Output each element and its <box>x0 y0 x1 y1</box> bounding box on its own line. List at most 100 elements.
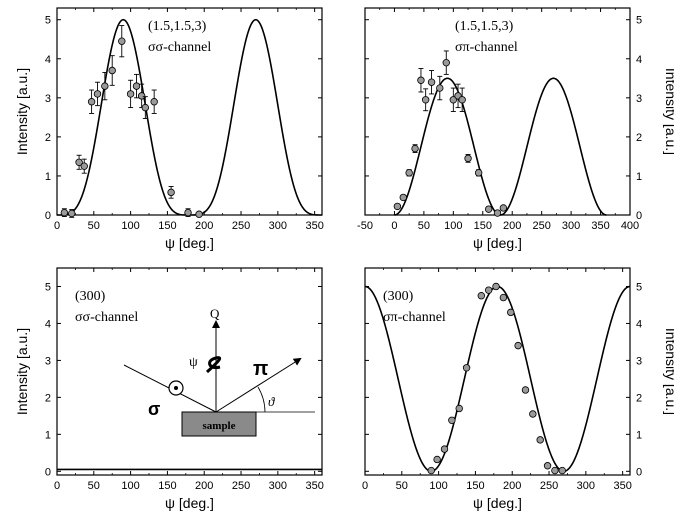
data-point <box>493 209 502 217</box>
plot-frame <box>56 267 323 476</box>
y-tick-label: 1 <box>45 171 51 183</box>
x-axis-label: ψ [deg.] <box>165 495 214 511</box>
y-tick-label: 5 <box>45 281 51 293</box>
x-tick-label: 300 <box>269 220 287 232</box>
y-tick-label: 5 <box>636 15 642 27</box>
y-tick-label: 0 <box>636 466 642 478</box>
scattering-geometry-inset: sample Q ϑ σ ψ π <box>123 306 315 437</box>
data-point <box>93 90 102 98</box>
data-point <box>514 341 522 350</box>
data-point <box>184 208 192 217</box>
data-point <box>132 82 141 90</box>
data-point <box>405 169 413 177</box>
y-tick-label: 2 <box>45 132 51 144</box>
data-point <box>126 90 135 98</box>
y-tick-label: 1 <box>636 171 642 183</box>
data-point <box>436 84 444 92</box>
data-point <box>484 286 493 294</box>
data-point <box>427 78 436 86</box>
x-tick-label: 200 <box>195 480 213 492</box>
x-tick-label: 50 <box>418 220 430 232</box>
data-point <box>137 92 146 100</box>
data-point <box>118 37 126 45</box>
x-tick-label: 250 <box>232 480 250 492</box>
bottom-right-channel-label: σπ-channel <box>383 310 446 325</box>
bottom-left-reflection-label: (300) <box>75 289 106 304</box>
y-tick-label: 5 <box>636 281 642 293</box>
data-point <box>462 364 471 372</box>
x-tick-label: 250 <box>532 220 550 232</box>
x-tick-label: 250 <box>232 220 250 232</box>
theta-arc <box>257 386 266 413</box>
top-left-reflection-label: (1.5,1.5,3) <box>148 19 207 34</box>
x-tick-label: 150 <box>474 220 492 232</box>
top-left-channel-label: σσ-channel <box>148 40 211 55</box>
data-point <box>433 455 441 464</box>
y-tick-label: 3 <box>45 355 51 367</box>
data-point <box>421 96 430 104</box>
data-point <box>458 96 466 104</box>
psi-rotation-label: ψ <box>189 355 198 370</box>
panel-top-left: 0 50 100 150 200 250 300 350 0 1 2 3 4 5 ψ [deg.] Inten… <box>14 7 324 251</box>
x-axis-label: ψ [deg.] <box>165 235 214 251</box>
data-point <box>499 293 508 302</box>
data-point <box>558 466 566 475</box>
x-tick-label: 150 <box>466 480 484 492</box>
data-point <box>474 169 483 177</box>
y-tick-label: 2 <box>636 132 642 144</box>
y-axis-label: Intensity [a.u.] <box>14 68 30 155</box>
data-point <box>60 208 69 217</box>
data-point <box>521 386 530 394</box>
y-tick-label: 4 <box>45 318 51 330</box>
y-axis-label: Intensity [a.u.] <box>14 328 30 415</box>
x-tick-label: 50 <box>396 480 408 492</box>
x-tick-label: 0 <box>391 220 397 232</box>
x-tick-label: 100 <box>121 480 139 492</box>
y-tick-label: 1 <box>45 429 51 441</box>
x-tick-label: 150 <box>158 480 176 492</box>
x-tick-label: 200 <box>503 220 521 232</box>
data-point <box>80 162 88 170</box>
data-point <box>448 416 456 424</box>
x-tick-label: 100 <box>444 220 462 232</box>
sample-label: sample <box>203 420 236 432</box>
y-tick-label: 4 <box>636 318 642 330</box>
top-right-reflection-label: (1.5,1.5,3) <box>455 19 514 34</box>
data-point <box>543 462 552 470</box>
data-point <box>529 410 537 418</box>
data-point <box>536 436 544 444</box>
data-point <box>440 445 449 453</box>
x-tick-label: 300 <box>562 220 580 232</box>
data-point <box>68 209 76 218</box>
scattered-beam <box>215 357 302 413</box>
x-axis-label: ψ [deg.] <box>473 235 522 251</box>
data-point <box>150 98 158 106</box>
y-tick-label: 4 <box>45 54 51 66</box>
x-tick-label: 300 <box>269 480 287 492</box>
x-tick-label: 400 <box>621 220 639 232</box>
data-point <box>499 204 508 212</box>
x-tick-label: 0 <box>54 480 60 492</box>
x-tick-label: 350 <box>613 480 631 492</box>
data-point <box>551 466 559 475</box>
x-tick-label: 0 <box>362 480 368 492</box>
data-point <box>427 466 435 475</box>
data-point <box>455 404 463 413</box>
y-tick-label: 5 <box>45 15 51 27</box>
y-tick-label: 3 <box>636 93 642 105</box>
x-tick-label: 100 <box>429 480 447 492</box>
y-tick-label: 3 <box>45 93 51 105</box>
y-axis-label: Intensity [a.u.] <box>663 328 674 415</box>
data-point <box>492 282 500 291</box>
bottom-right-reflection-label: (300) <box>383 289 414 304</box>
data-point <box>101 82 109 90</box>
y-tick-label: 0 <box>45 210 51 222</box>
y-tick-label: 4 <box>636 54 642 66</box>
bottom-left-channel-label: σσ-channel <box>75 310 138 325</box>
panel-bottom-left: 0 50 100 150 200 250 300 350 0 1 2 3 4 5 ψ [deg.] Inten… <box>14 267 324 511</box>
x-tick-label: 350 <box>591 220 609 232</box>
y-tick-label: 3 <box>636 355 642 367</box>
data-point <box>141 103 150 112</box>
panel-bottom-right: 0 50 100 150 200 250 300 350 0 1 2 3 4 5 ψ [deg.] Inten… <box>362 267 674 511</box>
